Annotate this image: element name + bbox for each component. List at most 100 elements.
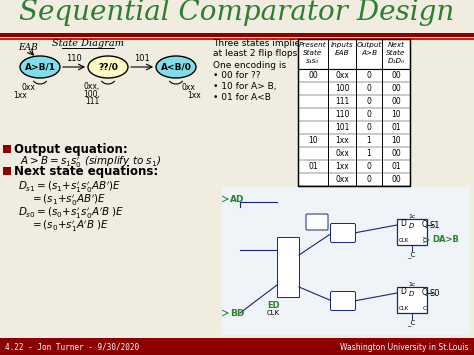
FancyBboxPatch shape bbox=[330, 224, 356, 242]
Text: 01: 01 bbox=[391, 123, 401, 132]
Text: Q: Q bbox=[422, 219, 428, 229]
Text: S0: S0 bbox=[430, 289, 440, 297]
Text: 111: 111 bbox=[85, 97, 99, 105]
Text: 10: 10 bbox=[308, 136, 318, 145]
FancyBboxPatch shape bbox=[298, 69, 410, 186]
Text: 1c: 1c bbox=[408, 283, 416, 288]
Text: $=(s_0{+}s_1'A'B\;)E$: $=(s_0{+}s_1'A'B\;)E$ bbox=[30, 218, 109, 234]
Text: S1: S1 bbox=[430, 220, 440, 229]
FancyBboxPatch shape bbox=[330, 291, 356, 311]
Text: 1: 1 bbox=[366, 136, 371, 145]
Text: $A{>}B = s_1s_0'$ (simplify to $s_1$): $A{>}B = s_1s_0'$ (simplify to $s_1$) bbox=[20, 154, 161, 170]
Text: 0: 0 bbox=[366, 84, 372, 93]
Text: ED: ED bbox=[267, 300, 280, 310]
Text: 100,: 100, bbox=[83, 89, 100, 98]
Text: One encoding is: One encoding is bbox=[213, 60, 286, 70]
Text: 0xx: 0xx bbox=[335, 71, 349, 80]
Text: 00: 00 bbox=[391, 71, 401, 80]
Text: CLK: CLK bbox=[399, 306, 409, 311]
Text: 1c: 1c bbox=[408, 214, 416, 219]
Text: D: D bbox=[400, 219, 406, 229]
Text: D₁D₀: D₁D₀ bbox=[388, 58, 404, 64]
FancyBboxPatch shape bbox=[277, 237, 299, 297]
Text: 0xx: 0xx bbox=[335, 175, 349, 184]
Text: • 10 for A> B,: • 10 for A> B, bbox=[213, 82, 276, 92]
Text: 1xx: 1xx bbox=[13, 92, 27, 100]
Text: _C: _C bbox=[407, 252, 415, 258]
Text: 111: 111 bbox=[335, 97, 349, 106]
Text: D: D bbox=[410, 291, 415, 297]
Text: Sequential Comparator Design: Sequential Comparator Design bbox=[19, 0, 455, 26]
Text: EAB: EAB bbox=[18, 43, 38, 51]
Text: BD: BD bbox=[230, 308, 245, 317]
FancyBboxPatch shape bbox=[222, 187, 470, 335]
Text: 01: 01 bbox=[391, 162, 401, 171]
Ellipse shape bbox=[156, 56, 196, 78]
Text: at least 2 flip flops.: at least 2 flip flops. bbox=[213, 49, 300, 59]
Text: 110: 110 bbox=[66, 54, 82, 63]
Text: s₁s₀: s₁s₀ bbox=[306, 58, 319, 64]
Text: A<B/0: A<B/0 bbox=[161, 62, 191, 71]
Text: Washington University in St.Louis: Washington University in St.Louis bbox=[340, 343, 469, 351]
Text: Three states implies: Three states implies bbox=[213, 38, 305, 48]
Text: 0xx,: 0xx, bbox=[84, 82, 100, 92]
Text: Output: Output bbox=[356, 42, 382, 48]
Text: 0xx: 0xx bbox=[21, 82, 35, 92]
Text: EAB: EAB bbox=[335, 50, 349, 56]
Text: 1xx: 1xx bbox=[335, 162, 349, 171]
Text: CLK: CLK bbox=[399, 237, 409, 242]
FancyBboxPatch shape bbox=[3, 145, 11, 153]
Text: 0: 0 bbox=[366, 110, 372, 119]
Text: State Diagram: State Diagram bbox=[52, 39, 124, 49]
Text: Present: Present bbox=[299, 42, 327, 48]
Text: $=(s_1{+}s_0'AB')E$: $=(s_1{+}s_0'AB')E$ bbox=[30, 192, 106, 208]
Text: D: D bbox=[400, 288, 406, 296]
Text: Output equation:: Output equation: bbox=[14, 142, 128, 155]
Text: CLK: CLK bbox=[267, 310, 280, 316]
FancyBboxPatch shape bbox=[397, 287, 427, 313]
Text: 0xx: 0xx bbox=[181, 82, 195, 92]
Text: _C: _C bbox=[407, 320, 415, 326]
Text: 00: 00 bbox=[391, 84, 401, 93]
Text: 0: 0 bbox=[366, 162, 372, 171]
Text: Inputs: Inputs bbox=[331, 42, 353, 48]
Text: 0xx: 0xx bbox=[335, 149, 349, 158]
Text: Next state equations:: Next state equations: bbox=[14, 164, 158, 178]
Text: 0: 0 bbox=[366, 175, 372, 184]
Text: AD: AD bbox=[230, 195, 245, 203]
Text: 101: 101 bbox=[335, 123, 349, 132]
Text: 0: 0 bbox=[366, 123, 372, 132]
Text: • 01 for A<B: • 01 for A<B bbox=[213, 93, 271, 103]
Text: State: State bbox=[303, 50, 323, 56]
Text: 1xx: 1xx bbox=[335, 136, 349, 145]
Text: 10: 10 bbox=[391, 136, 401, 145]
Text: 1: 1 bbox=[366, 149, 371, 158]
Text: Next: Next bbox=[388, 42, 404, 48]
Text: 101: 101 bbox=[134, 54, 150, 63]
FancyBboxPatch shape bbox=[306, 214, 328, 230]
Text: C: C bbox=[423, 239, 428, 244]
Text: 0: 0 bbox=[366, 71, 372, 80]
Text: A>B: A>B bbox=[361, 50, 377, 56]
Text: 1xx: 1xx bbox=[187, 92, 201, 100]
Text: ??/0: ??/0 bbox=[98, 62, 118, 71]
FancyBboxPatch shape bbox=[298, 39, 410, 69]
Text: D: D bbox=[410, 223, 415, 229]
Text: 110: 110 bbox=[335, 110, 349, 119]
FancyBboxPatch shape bbox=[0, 33, 474, 37]
Text: $D_{s1}{=}(s_1{+}s_1's_0'AB')E$: $D_{s1}{=}(s_1{+}s_1's_0'AB')E$ bbox=[18, 179, 121, 195]
Text: • 00 for ??: • 00 for ?? bbox=[213, 71, 261, 81]
Ellipse shape bbox=[88, 56, 128, 78]
Text: 00: 00 bbox=[391, 175, 401, 184]
Text: 0: 0 bbox=[366, 97, 372, 106]
Text: 00: 00 bbox=[391, 149, 401, 158]
Text: 00: 00 bbox=[308, 71, 318, 80]
Ellipse shape bbox=[20, 56, 60, 78]
Text: 01: 01 bbox=[308, 162, 318, 171]
FancyBboxPatch shape bbox=[3, 167, 11, 175]
FancyBboxPatch shape bbox=[397, 219, 427, 245]
Text: 100: 100 bbox=[335, 84, 349, 93]
Text: 00: 00 bbox=[391, 97, 401, 106]
Text: DA>B: DA>B bbox=[432, 235, 459, 245]
Text: $D_{s0}{=}(s_0{+}s_1's_0'A'B\;)E$: $D_{s0}{=}(s_0{+}s_1's_0'A'B\;)E$ bbox=[18, 205, 124, 221]
